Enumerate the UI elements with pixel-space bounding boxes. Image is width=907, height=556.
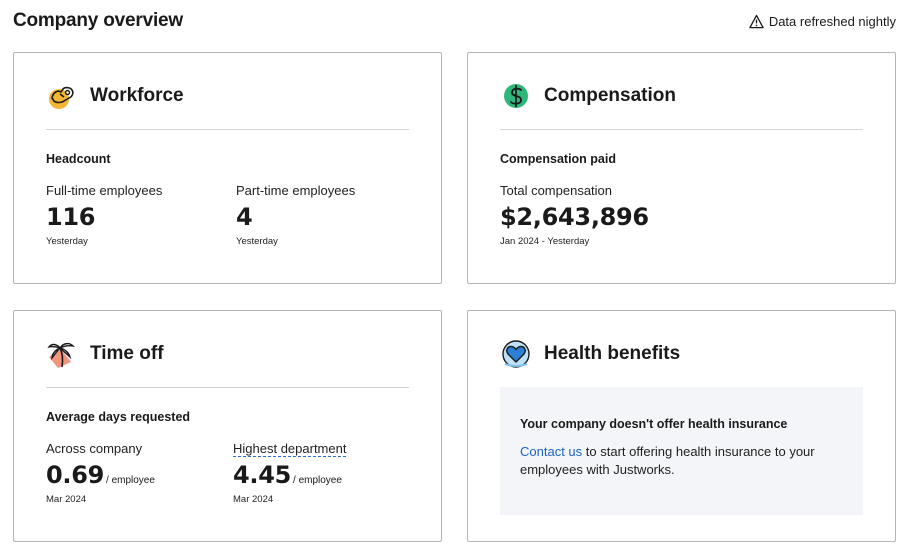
highest-department-number: 4.45: [233, 461, 292, 489]
compensation-header: Compensation: [500, 79, 676, 113]
total-compensation-metric: Total compensation $2,643,896 Jan 2024 -…: [500, 183, 649, 247]
heart-icon: [502, 340, 530, 368]
dollar-icon: [504, 84, 528, 108]
full-time-metric: Full-time employees 116 Yesterday: [46, 183, 162, 247]
time-off-header: Time off: [46, 337, 164, 371]
part-time-value: 4: [236, 203, 253, 231]
workforce-icon: [49, 86, 74, 109]
highest-department-label[interactable]: Highest department: [233, 441, 347, 457]
refresh-note: Data refreshed nightly: [749, 14, 896, 29]
compensation-divider: [500, 129, 863, 130]
workforce-card: Workforce Headcount Full-time employees …: [13, 52, 442, 284]
company-average-date: Mar 2024: [46, 494, 87, 505]
full-time-label: Full-time employees: [46, 183, 163, 198]
company-average-label: Across company: [46, 441, 143, 456]
health-header: Health benefits: [500, 337, 680, 371]
headcount-subhead: Headcount: [46, 152, 111, 166]
warning-icon: [749, 14, 764, 29]
time-off-title: Time off: [90, 343, 164, 364]
part-time-metric: Part-time employees 4 Yesterday: [236, 183, 355, 247]
time-off-subhead: Average days requested: [46, 410, 191, 424]
page-title: Company overview: [13, 10, 183, 31]
workforce-header: Workforce: [46, 79, 184, 113]
part-time-label: Part-time employees: [236, 183, 356, 198]
compensation-title: Compensation: [544, 85, 676, 106]
total-compensation-date: Jan 2024 - Yesterday: [500, 236, 590, 247]
health-notice-body: to start offering health insurance to yo…: [520, 444, 815, 477]
company-average-number: 0.69: [46, 461, 105, 489]
contact-us-link[interactable]: Contact us: [520, 444, 583, 459]
palm-tree-icon: [47, 342, 76, 368]
highest-department-date: Mar 2024: [233, 494, 274, 505]
highest-department-unit: / employee: [293, 475, 342, 486]
health-notice: Your company doesn't offer health insura…: [500, 387, 863, 515]
part-time-date: Yesterday: [236, 236, 278, 247]
health-card: Health benefits Your company doesn't off…: [467, 310, 896, 542]
workforce-divider: [46, 129, 409, 130]
highest-department-tooltip-trigger[interactable]: Highest department: [233, 441, 347, 457]
health-title: Health benefits: [544, 343, 681, 364]
health-notice-title: Your company doesn't offer health insura…: [520, 417, 788, 431]
highest-department-value: 4.45/ employee: [233, 461, 346, 489]
total-compensation-value: $2,643,896: [500, 203, 649, 231]
refresh-note-text: Data refreshed nightly: [768, 14, 896, 29]
company-average-value: 0.69/ employee: [46, 461, 155, 489]
health-notice-text: Contact us to start offering health insu…: [520, 443, 843, 479]
time-off-card: Time off Average days requested Across c…: [13, 310, 442, 542]
full-time-value: 116: [46, 203, 96, 231]
full-time-date: Yesterday: [46, 236, 88, 247]
workforce-title: Workforce: [90, 85, 184, 106]
total-compensation-label: Total compensation: [500, 183, 613, 198]
compensation-subhead: Compensation paid: [500, 152, 616, 166]
time-off-divider: [46, 387, 409, 388]
compensation-card: Compensation Compensation paid Total com…: [467, 52, 896, 284]
company-average-metric: Across company 0.69/ employee Mar 2024: [46, 441, 155, 505]
company-average-unit: / employee: [106, 475, 155, 486]
highest-department-metric: Highest department 4.45/ employee Mar 20…: [233, 441, 347, 505]
